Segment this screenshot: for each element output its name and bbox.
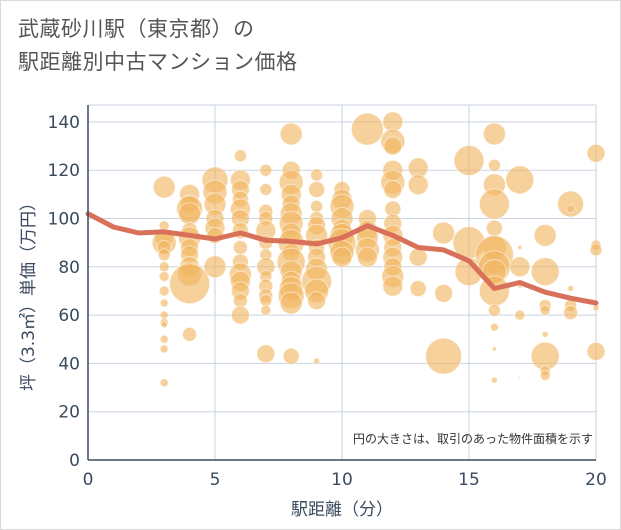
x-tick-label: 0 xyxy=(83,470,94,490)
data-point xyxy=(178,202,202,226)
data-point xyxy=(382,275,404,297)
data-point xyxy=(408,247,428,267)
data-point xyxy=(563,305,579,321)
bubble-layer xyxy=(151,111,606,388)
data-point xyxy=(260,304,272,316)
data-point xyxy=(157,248,171,262)
bubble-size-note: 円の大きさは、取引のあった物件面積を示す xyxy=(353,431,593,446)
data-point xyxy=(152,175,176,199)
data-point xyxy=(159,298,169,308)
data-point xyxy=(557,190,585,218)
data-point xyxy=(592,304,600,312)
data-point xyxy=(282,347,300,365)
chart-title: 武蔵砂川駅（東京都）の 駅距離別中古マンション価格 xyxy=(18,13,298,79)
data-point xyxy=(589,243,603,257)
y-tick-label: 20 xyxy=(58,403,80,423)
data-point xyxy=(256,344,276,364)
data-point xyxy=(158,270,170,282)
x-tick-label: 5 xyxy=(210,470,221,490)
data-point xyxy=(232,239,248,255)
data-point xyxy=(453,145,485,177)
data-point xyxy=(203,255,227,279)
data-point xyxy=(279,122,303,146)
axes-layer xyxy=(87,105,596,461)
data-point xyxy=(434,283,454,303)
data-point xyxy=(230,305,250,325)
data-point xyxy=(350,112,384,146)
data-point xyxy=(159,378,169,388)
data-point xyxy=(259,163,273,177)
y-tick-label: 100 xyxy=(48,210,80,230)
y-tick-label: 0 xyxy=(69,451,80,471)
chart-title-line2: 駅距離別中古マンション価格 xyxy=(18,50,298,74)
y-tick-label: 80 xyxy=(58,258,80,278)
data-point xyxy=(158,261,170,273)
x-axis-label: 駅距離（分） xyxy=(291,500,393,520)
data-point xyxy=(310,168,324,182)
data-point xyxy=(232,293,248,309)
data-point xyxy=(308,181,326,199)
data-point xyxy=(489,322,499,332)
data-point xyxy=(310,199,324,213)
data-point xyxy=(307,291,327,311)
data-point xyxy=(159,344,169,354)
y-tick-label: 140 xyxy=(48,113,80,133)
chart-title-line1: 武蔵砂川駅（東京都）の xyxy=(18,17,255,41)
average-price-line xyxy=(85,211,599,306)
tick-labels: 0 20 40 60 80 100 120 140 0 5 10 15 20 xyxy=(48,113,607,490)
y-tick-label: 120 xyxy=(48,161,80,181)
data-point xyxy=(539,369,551,381)
data-point xyxy=(586,341,606,361)
data-point xyxy=(566,204,576,214)
data-point xyxy=(383,180,403,200)
x-tick-label: 10 xyxy=(331,470,353,490)
data-point xyxy=(233,149,247,163)
data-point xyxy=(487,158,501,172)
data-point xyxy=(409,280,427,298)
data-point xyxy=(514,309,526,321)
data-point xyxy=(567,285,575,293)
data-point xyxy=(407,174,429,196)
data-point xyxy=(482,122,506,146)
y-tick-label: 40 xyxy=(58,354,80,374)
data-point xyxy=(182,326,198,342)
data-point xyxy=(533,223,557,247)
data-point xyxy=(478,188,510,220)
x-tick-label: 20 xyxy=(585,470,607,490)
data-point xyxy=(159,334,169,344)
data-point xyxy=(425,337,463,375)
data-point xyxy=(279,291,303,315)
data-point xyxy=(259,183,273,197)
data-point xyxy=(541,330,549,338)
data-point xyxy=(160,321,168,329)
trend-line-layer xyxy=(85,211,599,306)
data-point xyxy=(158,285,170,297)
y-axis-label: 坪（3.3㎡）単価（万円） xyxy=(19,194,39,391)
data-point xyxy=(539,304,551,316)
data-point xyxy=(487,303,501,317)
data-point xyxy=(586,143,606,163)
data-point xyxy=(530,257,560,287)
x-tick-label: 15 xyxy=(458,470,480,490)
data-point xyxy=(505,165,535,195)
data-point xyxy=(356,246,378,268)
data-point xyxy=(331,246,353,268)
data-point xyxy=(383,136,403,156)
data-point xyxy=(518,376,522,380)
data-point xyxy=(509,256,531,278)
y-tick-label: 60 xyxy=(58,306,80,326)
data-point xyxy=(517,244,523,250)
data-point xyxy=(490,376,498,384)
data-point xyxy=(313,357,321,365)
data-point xyxy=(432,221,456,245)
data-point xyxy=(491,346,497,352)
data-point xyxy=(169,263,211,305)
data-point xyxy=(485,219,503,237)
